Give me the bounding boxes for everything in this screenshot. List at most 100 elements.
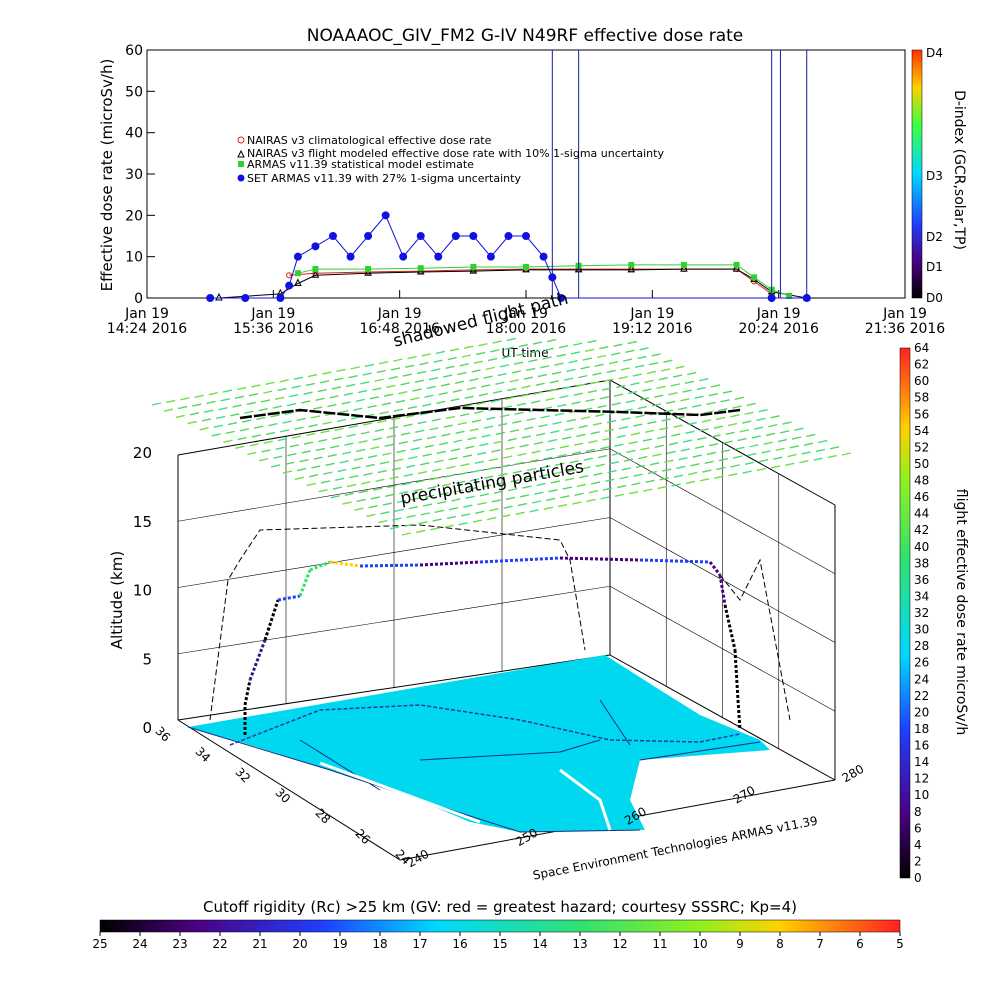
particle-marker (275, 396, 285, 400)
particle-marker (430, 527, 440, 531)
particle-marker (630, 432, 641, 436)
particle-marker (604, 378, 614, 382)
particle-marker (543, 456, 553, 460)
particle-marker (400, 382, 410, 386)
d-index-tick: D1 (926, 260, 943, 274)
coast-contours (319, 761, 612, 831)
particle-marker (503, 505, 513, 509)
particle-marker (670, 383, 680, 387)
dose-rate-tick: 54 (914, 424, 929, 438)
particle-marker (512, 470, 522, 474)
particle-marker (566, 368, 576, 373)
flight-segment (723, 604, 737, 651)
particle-marker (218, 406, 228, 411)
particle-marker (428, 377, 439, 381)
particle-marker (562, 486, 572, 490)
particle-marker (377, 469, 387, 474)
particle-marker (151, 402, 162, 406)
particle-marker (742, 470, 752, 474)
particle-marker (612, 452, 622, 456)
particle-marker (420, 462, 430, 466)
particle-marker (654, 444, 664, 448)
particle-marker (474, 410, 484, 414)
particle-marker (416, 370, 427, 375)
particle-marker (622, 358, 633, 362)
particle-marker (516, 402, 527, 407)
y-tick-label: 30 (125, 167, 143, 183)
particle-marker (557, 503, 568, 508)
rigidity-tick: 16 (452, 937, 467, 951)
particle-marker (684, 380, 695, 384)
particle-marker (487, 516, 497, 521)
particle-marker (390, 367, 401, 371)
particle-marker (308, 474, 319, 478)
particle-marker (489, 508, 499, 512)
particle-marker (704, 410, 714, 414)
particle-marker (637, 405, 647, 410)
particle-marker (353, 457, 364, 461)
rigidity-tick: 7 (816, 937, 824, 951)
particle-marker (413, 488, 423, 492)
flight-segment (298, 569, 312, 597)
series-point (557, 294, 566, 302)
particle-marker (396, 449, 406, 454)
particle-marker (467, 436, 477, 441)
particle-marker (616, 384, 626, 389)
legend-label-set-armas: SET ARMAS v11.39 with 27% 1-sigma uncert… (247, 172, 521, 185)
particle-marker (753, 426, 764, 430)
particle-marker (666, 450, 676, 455)
particle-marker (558, 345, 569, 349)
particle-marker (673, 424, 683, 428)
x-tick-date: Jan 19 (629, 306, 674, 322)
particle-marker (536, 482, 546, 487)
legend-marker-armas-model (238, 161, 244, 167)
d-index-colorbar (911, 49, 923, 299)
particle-marker (296, 417, 306, 422)
dose-rate-tick: 4 (914, 838, 922, 852)
particle-marker (477, 501, 487, 506)
particle-marker (569, 460, 579, 464)
particle-marker (699, 428, 709, 432)
particle-marker (562, 436, 572, 440)
particle-marker (441, 433, 451, 437)
particle-marker (507, 437, 517, 442)
particle-marker (699, 478, 710, 482)
particle-marker (476, 451, 487, 456)
particle-marker (293, 376, 304, 380)
particle-marker (794, 427, 804, 431)
particle-marker (600, 446, 610, 450)
particle-marker (356, 498, 366, 503)
particle-marker (742, 420, 752, 424)
particle-marker (389, 426, 399, 430)
particle-marker (348, 374, 358, 379)
particle-marker (345, 383, 356, 388)
particle-marker (676, 465, 686, 470)
flight-segment (479, 556, 561, 564)
x-tick-date: Jan 19 (124, 306, 169, 322)
particle-marker (543, 506, 554, 510)
particle-marker (230, 413, 240, 417)
series-point (365, 266, 372, 273)
particle-marker (491, 499, 501, 503)
particle-marker (331, 386, 342, 390)
particle-marker (597, 454, 608, 459)
particle-marker (435, 350, 446, 355)
longitude-tick: 280 (840, 762, 867, 786)
particle-marker (483, 375, 493, 379)
particle-marker (590, 431, 600, 435)
particle-marker (749, 444, 759, 448)
series-point (751, 274, 758, 281)
particle-marker (458, 521, 468, 526)
particle-marker (414, 379, 424, 383)
particle-marker (587, 339, 597, 344)
particle-marker (668, 442, 679, 446)
particle-marker (626, 449, 636, 454)
particle-marker (325, 462, 335, 467)
particle-marker (677, 406, 688, 411)
particle-marker (320, 480, 331, 484)
particle-marker (530, 400, 541, 404)
dose-rate-tick: 8 (914, 805, 922, 819)
series-point (627, 264, 636, 273)
particle-marker (367, 454, 378, 459)
